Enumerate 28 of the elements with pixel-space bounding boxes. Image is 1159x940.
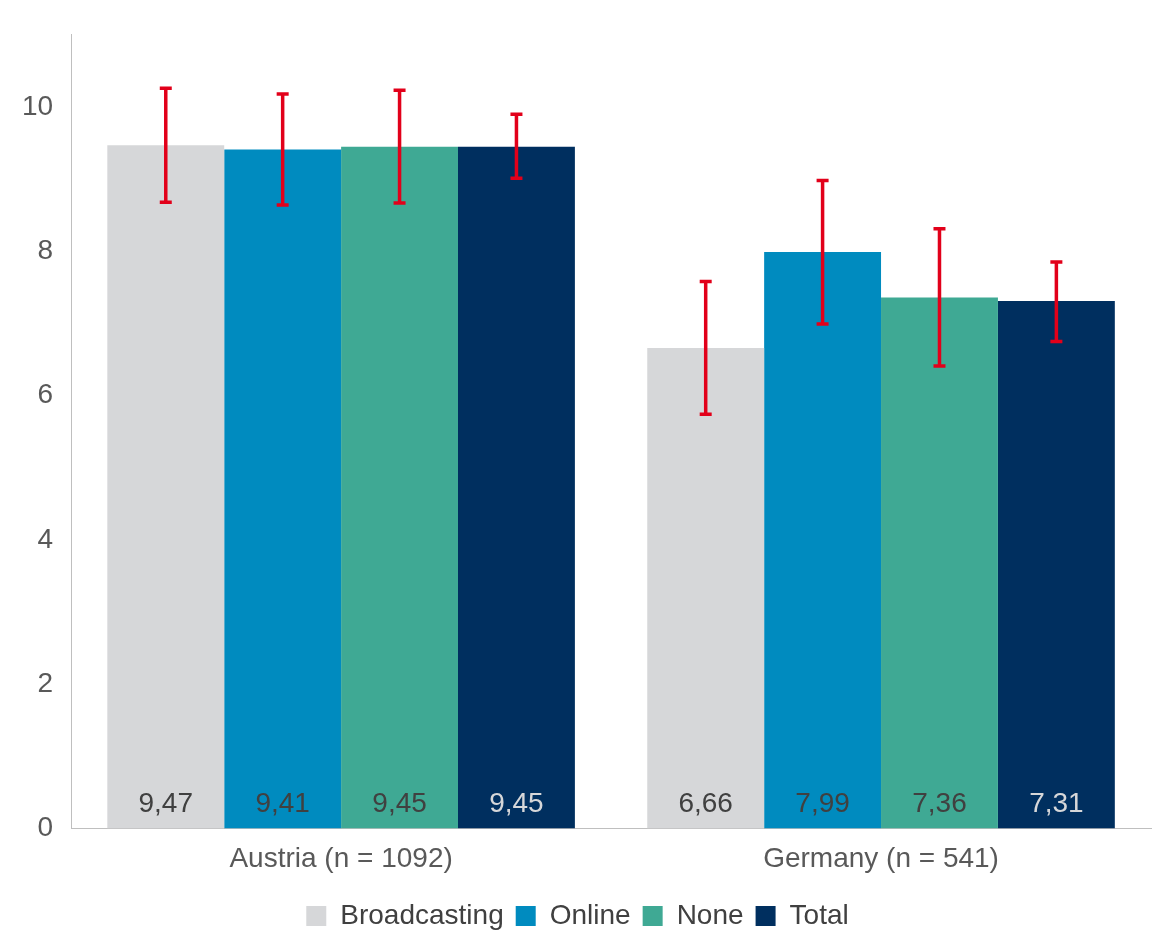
data-label: 6,66 [678, 787, 733, 819]
legend-label: None [676, 898, 744, 930]
bar [458, 146, 575, 829]
legend-label: Online [549, 898, 631, 930]
legend-label: Broadcasting [340, 898, 504, 930]
bar [224, 149, 342, 829]
data-label: 7,99 [795, 787, 850, 819]
data-label: 9,45 [372, 787, 427, 819]
x-tick-label: Germany (n = 541) [763, 841, 999, 873]
data-label: 7,36 [912, 787, 967, 819]
legend-label: Total [789, 898, 849, 930]
bar [647, 347, 765, 829]
data-label: 9,41 [255, 787, 310, 819]
data-label: 9,47 [138, 787, 194, 819]
y-tick-label: 8 [37, 233, 54, 265]
x-tick-label: Austria (n = 1092) [229, 841, 453, 873]
y-tick-label: 4 [37, 522, 54, 554]
y-tick-label: 2 [37, 666, 54, 698]
bar [881, 297, 998, 829]
y-tick-label: 0 [37, 811, 54, 843]
bar [764, 251, 882, 829]
bar [997, 301, 1115, 829]
bar [107, 145, 225, 829]
data-label: 7,31 [1029, 787, 1084, 819]
y-tick-label: 10 [21, 89, 54, 121]
bar [341, 146, 458, 829]
y-tick-label: 6 [37, 378, 54, 410]
data-label: 9,45 [489, 787, 544, 819]
